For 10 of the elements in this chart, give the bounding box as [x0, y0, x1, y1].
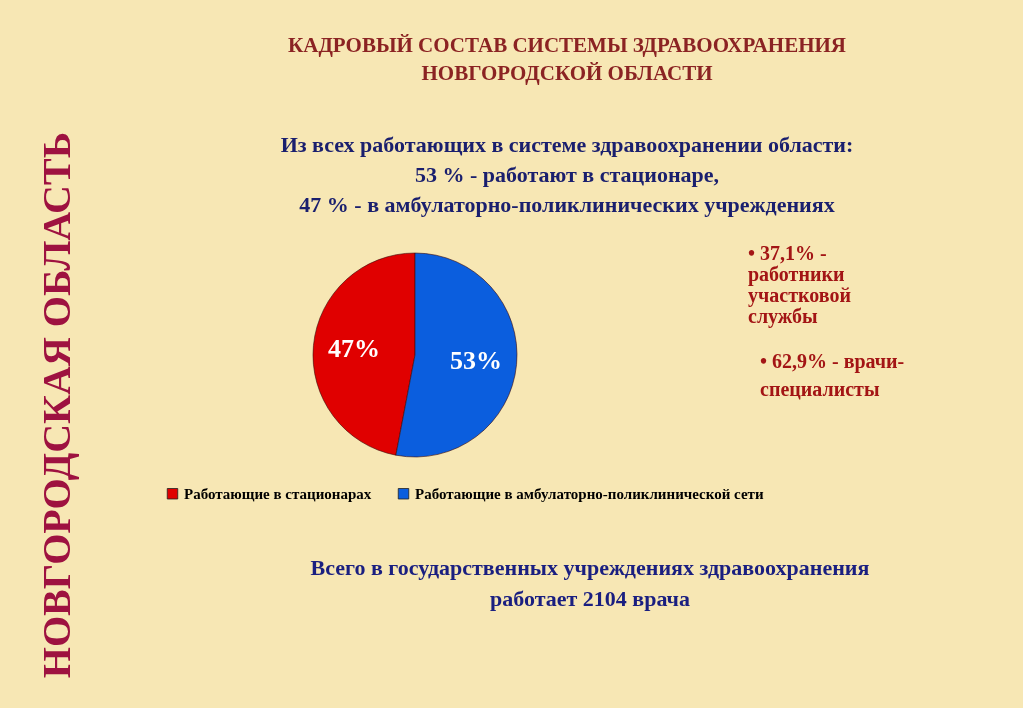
- text: • 62,9% - врачи- специалисты: [760, 350, 905, 400]
- legend-label: Работающие в стационарах: [184, 485, 372, 502]
- chart-subtitle: Из всех работающих в системе здравоохранении области: 53 % - работают в стационаре, 47 % - в амбулаторно-поликлинических учреждениях: [280, 132, 854, 217]
- text: НОВГОРОДСКАЯ ОБЛАСТЬ: [34, 131, 79, 679]
- data-label: 53%: [449, 345, 502, 375]
- chart-title: КАДРОВЫЙ СОСТАВ СИСТЕМЫ ЗДРАВООХРАНЕНИЯ НОВГОРОДСКОЙ ОБЛАСТИ: [287, 33, 847, 85]
- data-label: 47%: [328, 334, 381, 364]
- text: • 37,1% - работники участковой службы: [748, 242, 851, 328]
- text: Всего в государственных учреждениях здравоохранения работает 2104 врача: [310, 555, 870, 611]
- legend-label: Работающие в амбулаторно-поликлинической сети: [415, 485, 764, 502]
